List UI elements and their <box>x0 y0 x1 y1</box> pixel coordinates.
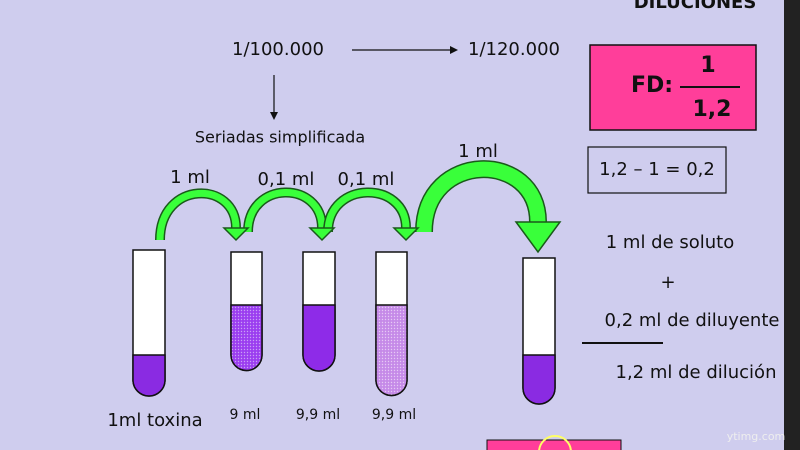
edge-strip <box>784 0 800 450</box>
watermark: ytimg.com <box>727 430 786 443</box>
arrow-heads <box>222 221 562 254</box>
diluent: 0,2 ml de diluyente <box>605 310 780 331</box>
tubes <box>132 249 556 405</box>
transfer-label: 0,1 ml <box>338 169 395 190</box>
tube-label: 9,9 ml <box>372 407 416 423</box>
pink-box <box>486 439 622 450</box>
tube-label: 9 ml <box>230 407 261 423</box>
flow-to: 1/120.000 <box>468 39 560 60</box>
method: Seriadas simplificada <box>195 128 365 147</box>
fd-label: FD: <box>631 73 673 98</box>
transfer-label: 0,1 ml <box>258 169 315 190</box>
transfer-label: 1 ml <box>170 167 210 188</box>
equation: 1,2 – 1 = 0,2 <box>599 159 715 180</box>
fd-numerator: 1 <box>700 53 715 78</box>
equation-box <box>587 146 727 194</box>
cursor-highlight <box>538 435 572 450</box>
tube-label: 1ml toxina <box>107 410 202 431</box>
total: 1,2 ml de dilución <box>616 362 777 383</box>
plus: + <box>660 272 675 293</box>
transfer-label: 1 ml <box>458 141 498 162</box>
flow-from: 1/100.000 <box>232 39 324 60</box>
transfer-arrows <box>155 160 547 241</box>
arrow-head <box>450 46 458 54</box>
title: DILUCIONES <box>634 0 757 13</box>
solute: 1 ml de soluto <box>606 232 735 253</box>
fd-denominator: 1,2 <box>693 97 732 122</box>
arrow-head <box>270 112 278 120</box>
tube-label: 9,9 ml <box>296 407 340 423</box>
